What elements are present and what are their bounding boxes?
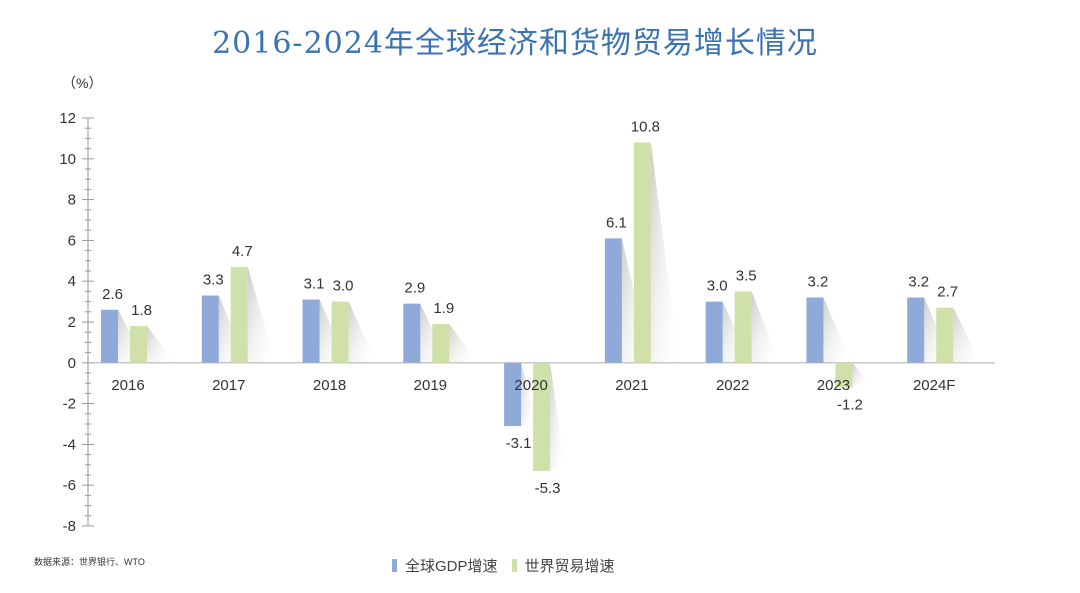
y-tick-label: 10 xyxy=(59,151,76,168)
legend-swatch-gdp xyxy=(392,559,397,572)
bar-shadow xyxy=(247,266,276,363)
bar-shadow xyxy=(449,324,478,363)
y-tick-label: -6 xyxy=(63,477,76,494)
data-label: 3.2 xyxy=(808,274,829,291)
bar-gdp xyxy=(101,309,118,363)
bar-trade xyxy=(331,301,349,363)
data-label: 2.9 xyxy=(404,280,425,297)
bar-shadow xyxy=(852,362,867,388)
bar-trade xyxy=(230,266,248,363)
bar-shadow xyxy=(924,297,953,363)
legend-item-trade: 世界贸易增速 xyxy=(511,555,615,576)
legend-label-trade: 世界贸易增速 xyxy=(524,558,615,575)
y-tick-label: -8 xyxy=(63,518,76,535)
bar-shadow xyxy=(147,326,175,363)
data-label: -3.1 xyxy=(506,435,532,452)
bar-gdp xyxy=(705,301,723,363)
y-tick-label: 8 xyxy=(68,192,76,209)
data-label: 3.0 xyxy=(333,278,354,295)
bar-shadow xyxy=(751,291,780,363)
bar-trade xyxy=(533,362,551,471)
bar-trade xyxy=(734,291,752,363)
data-label: 2.7 xyxy=(937,284,958,301)
x-tick-label: 2017 xyxy=(212,377,245,394)
y-tick-label: 12 xyxy=(59,110,76,127)
legend-item-gdp: 全球GDP增速 xyxy=(392,555,498,576)
bar-shadow xyxy=(953,307,982,363)
y-tick-label: 6 xyxy=(68,232,76,249)
bar-chart: （%） 12 10 8 6 4 2 0 -2 -4 -6 -8 2.6 1.8 2016 3.3 4.7 201… xyxy=(59,75,995,535)
bar-trade xyxy=(633,142,651,363)
x-tick-label: 2024F xyxy=(913,377,956,394)
y-tick-label: 2 xyxy=(68,314,76,331)
x-tick-label: 2020 xyxy=(514,377,547,394)
bar-trade xyxy=(835,362,853,388)
bar-gdp xyxy=(806,297,824,363)
data-label: 6.1 xyxy=(606,214,627,231)
data-source-note: 数据来源：世界银行、WTO xyxy=(34,557,145,567)
bar-gdp xyxy=(201,295,219,363)
bar-trade xyxy=(936,307,954,363)
legend: 全球GDP增速 世界贸易增速 xyxy=(392,555,629,576)
bar-gdp xyxy=(302,299,320,363)
bar-gdp xyxy=(907,297,925,363)
data-label: 3.0 xyxy=(707,278,728,295)
data-label: 1.9 xyxy=(433,300,454,317)
bar-trade xyxy=(432,324,450,363)
y-unit-label: （%） xyxy=(62,75,102,91)
y-tick-label: -4 xyxy=(63,436,76,453)
y-tick-label: 4 xyxy=(68,273,76,290)
bar-shadow xyxy=(823,297,852,363)
legend-label-gdp: 全球GDP增速 xyxy=(405,558,498,575)
x-tick-label: 2021 xyxy=(615,377,648,394)
x-tick-label: 2019 xyxy=(414,377,447,394)
y-tick-label: -2 xyxy=(63,396,76,413)
bar-shadow xyxy=(348,301,377,363)
data-label: 3.3 xyxy=(203,271,224,288)
bar-trade xyxy=(130,326,147,363)
x-tick-label: 2022 xyxy=(716,377,749,394)
data-label: -1.2 xyxy=(837,396,863,413)
y-tick-label: 0 xyxy=(68,355,76,372)
x-tick-label: 2016 xyxy=(111,377,144,394)
x-tick-label: 2023 xyxy=(817,377,850,394)
bar-shadow xyxy=(550,362,565,471)
data-label: 3.2 xyxy=(908,274,929,291)
data-label: -5.3 xyxy=(535,480,561,497)
chart-title: 2016-2024年全球经济和货物贸易增长情况 xyxy=(212,26,818,61)
data-label: 4.7 xyxy=(232,243,253,260)
bar-gdp xyxy=(504,362,522,427)
data-label: 3.5 xyxy=(736,267,757,284)
data-label: 10.8 xyxy=(631,118,660,135)
bar-shadow xyxy=(521,362,536,427)
bar-gdp xyxy=(403,303,421,363)
x-tick-label: 2018 xyxy=(313,377,346,394)
legend-swatch-trade xyxy=(511,559,517,572)
data-label: 1.8 xyxy=(131,302,152,319)
data-label: 2.6 xyxy=(102,286,123,303)
bar-gdp xyxy=(604,238,622,363)
data-label: 3.1 xyxy=(304,276,325,293)
bar-shadow xyxy=(650,142,679,363)
